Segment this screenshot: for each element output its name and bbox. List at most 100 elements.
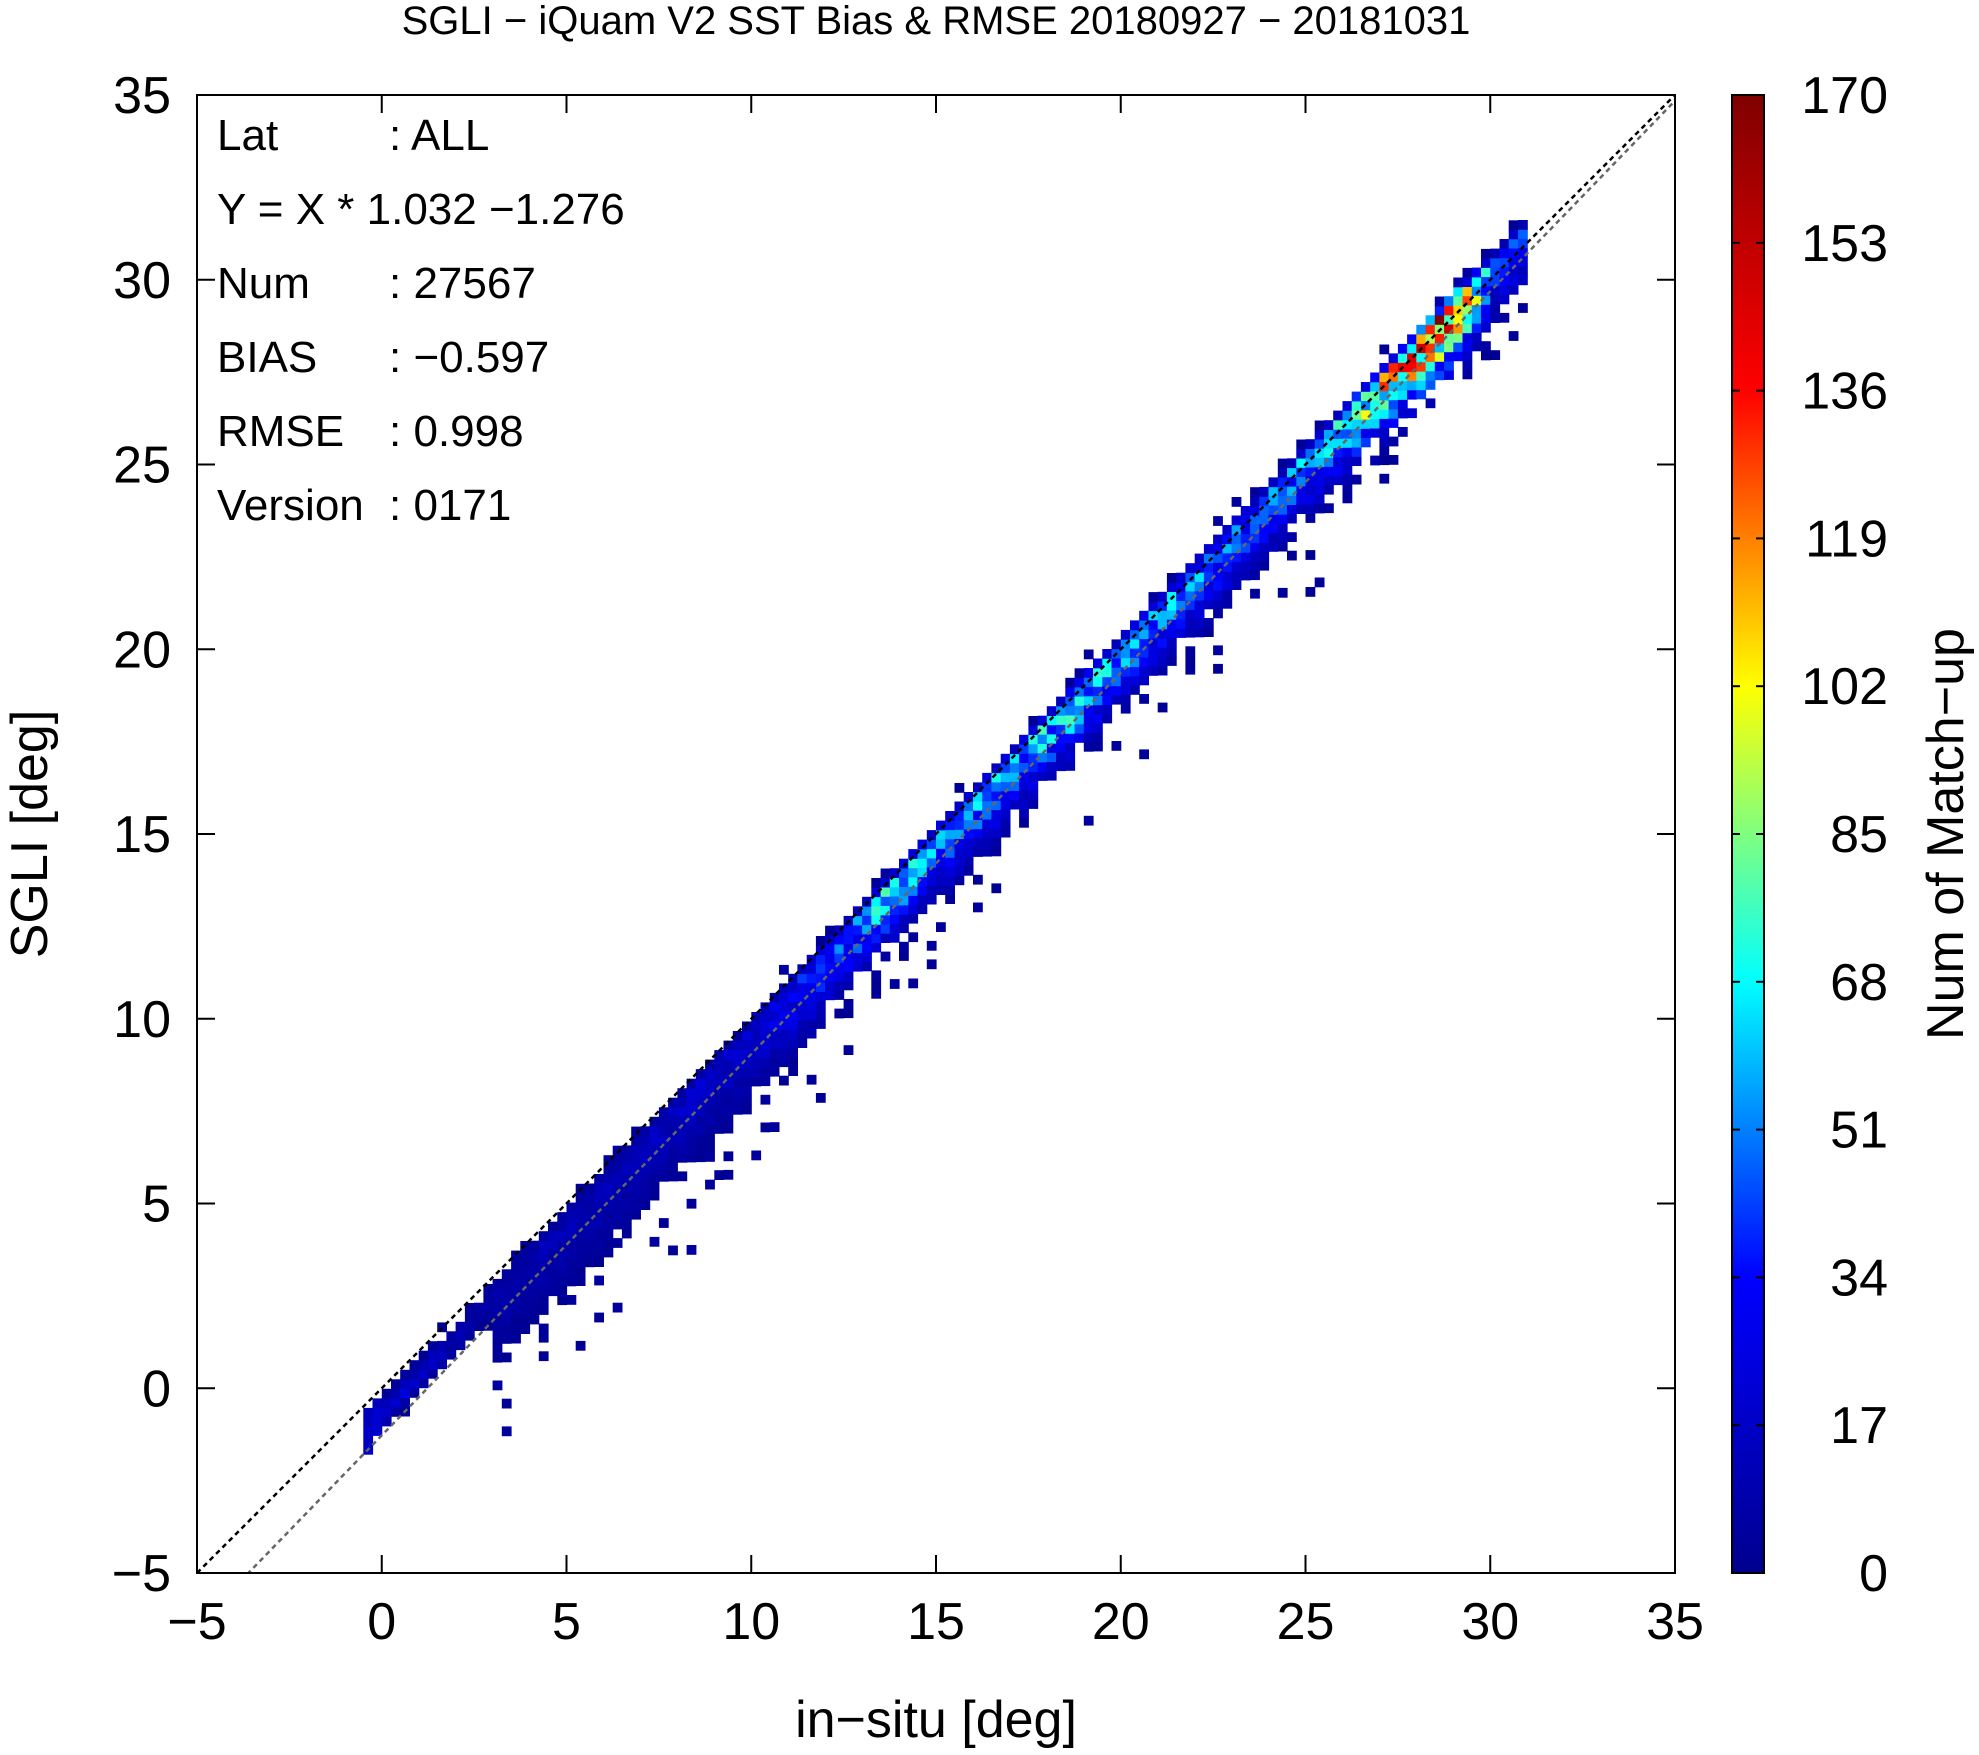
heatmap-cell bbox=[926, 857, 937, 868]
heatmap-cell bbox=[1185, 627, 1196, 638]
heatmap-cell bbox=[621, 1154, 632, 1165]
heatmap-cell bbox=[1277, 486, 1288, 497]
heatmap-cell bbox=[908, 978, 919, 989]
heatmap-cell bbox=[871, 915, 882, 925]
heatmap-cell bbox=[640, 1200, 651, 1210]
heatmap-cell bbox=[1379, 446, 1390, 456]
y-tick-label: 20 bbox=[113, 621, 171, 679]
heatmap-cell bbox=[723, 1068, 734, 1079]
heatmap-cell bbox=[779, 1020, 789, 1031]
heatmap-cell bbox=[492, 1380, 503, 1391]
heatmap-cell bbox=[1194, 609, 1205, 619]
heatmap-cell bbox=[695, 1143, 706, 1153]
heatmap-cell bbox=[418, 1359, 429, 1370]
heatmap-cell bbox=[1093, 677, 1103, 687]
heatmap-cell bbox=[1185, 655, 1196, 666]
heatmap-cell bbox=[843, 1008, 854, 1019]
heatmap-cell bbox=[843, 999, 854, 1009]
heatmap-cell bbox=[1203, 544, 1214, 554]
heatmap-cell bbox=[686, 1124, 697, 1135]
heatmap-cell bbox=[815, 945, 826, 955]
heatmap-cell bbox=[1342, 475, 1353, 485]
heatmap-cell bbox=[501, 1306, 512, 1317]
heatmap-cell bbox=[945, 838, 955, 849]
heatmap-cell bbox=[1213, 543, 1223, 554]
heatmap-cell bbox=[585, 1211, 595, 1222]
heatmap-cell bbox=[908, 895, 919, 906]
heatmap-cell bbox=[557, 1249, 568, 1259]
heatmap-cell bbox=[1250, 561, 1260, 571]
heatmap-cell bbox=[760, 1020, 771, 1031]
heatmap-cell bbox=[409, 1360, 420, 1370]
heatmap-cell bbox=[1009, 799, 1020, 810]
heatmap-cell bbox=[843, 952, 854, 963]
heatmap-cell bbox=[723, 1114, 734, 1125]
heatmap-cell bbox=[1342, 419, 1353, 430]
heatmap-cell bbox=[658, 1107, 669, 1118]
heatmap-cell bbox=[1397, 343, 1408, 354]
heatmap-cell bbox=[1360, 391, 1371, 402]
heatmap-cell bbox=[1508, 284, 1519, 295]
heatmap-cell bbox=[1259, 560, 1270, 571]
heatmap-cell bbox=[686, 1152, 697, 1163]
heatmap-cell bbox=[631, 1126, 641, 1137]
heatmap-cell bbox=[1102, 704, 1113, 715]
heatmap-cell bbox=[1176, 572, 1186, 583]
heatmap-cell bbox=[732, 1095, 743, 1106]
stat-value: : ALL bbox=[389, 111, 489, 160]
heatmap-cell bbox=[1508, 266, 1519, 277]
heatmap-cell bbox=[954, 820, 965, 830]
heatmap-cell bbox=[649, 1163, 660, 1173]
heatmap-cell bbox=[631, 1182, 641, 1192]
heatmap-cell bbox=[954, 783, 965, 793]
stat-label: Version bbox=[217, 481, 364, 530]
heatmap-cell bbox=[483, 1293, 494, 1303]
heatmap-cell bbox=[1019, 780, 1029, 791]
heatmap-cell bbox=[1203, 562, 1214, 573]
heatmap-cell bbox=[1296, 458, 1307, 468]
heatmap-cell bbox=[1360, 419, 1371, 429]
heatmap-cell bbox=[926, 876, 937, 887]
heatmap-cell bbox=[1268, 486, 1279, 497]
heatmap-cell bbox=[991, 846, 1002, 857]
heatmap-cell bbox=[1120, 657, 1131, 668]
heatmap-cell bbox=[612, 1145, 623, 1156]
heatmap-cell bbox=[511, 1287, 521, 1298]
heatmap-cell bbox=[834, 990, 845, 1000]
heatmap-cell bbox=[1056, 733, 1066, 744]
heatmap-cell bbox=[1139, 749, 1149, 760]
heatmap-cell bbox=[908, 886, 919, 896]
heatmap-cell bbox=[1370, 400, 1380, 410]
heatmap-cell bbox=[1019, 817, 1029, 828]
heatmap-cell bbox=[1370, 372, 1380, 383]
heatmap-cell bbox=[1083, 686, 1094, 697]
heatmap-cell bbox=[1185, 646, 1196, 657]
heatmap-cell bbox=[1314, 420, 1325, 431]
heatmap-cell bbox=[1453, 286, 1464, 297]
heatmap-cell bbox=[1009, 772, 1020, 782]
heatmap-cell bbox=[871, 933, 882, 944]
heatmap-cell bbox=[1065, 687, 1076, 697]
heatmap-cell bbox=[1407, 380, 1417, 391]
heatmap-cell bbox=[871, 988, 882, 999]
heatmap-cell bbox=[852, 915, 863, 926]
heatmap-cell bbox=[1397, 427, 1408, 437]
heatmap-cell bbox=[714, 1170, 725, 1180]
heatmap-cell bbox=[1148, 619, 1159, 630]
heatmap-cell bbox=[427, 1359, 438, 1370]
heatmap-cell bbox=[1481, 295, 1491, 305]
heatmap-cell bbox=[1314, 429, 1325, 440]
heatmap-cell bbox=[603, 1192, 614, 1202]
heatmap-cell bbox=[769, 1039, 780, 1049]
heatmap-cell bbox=[1222, 580, 1233, 591]
heatmap-cell bbox=[963, 847, 974, 858]
x-tick-label: 30 bbox=[1461, 1593, 1519, 1651]
heatmap-cell bbox=[1360, 400, 1371, 411]
heatmap-cell bbox=[926, 885, 937, 896]
heatmap-cell bbox=[705, 1078, 715, 1088]
heatmap-cell bbox=[1425, 370, 1436, 381]
heatmap-cell bbox=[1268, 532, 1279, 543]
heatmap-cell bbox=[1259, 551, 1270, 562]
heatmap-cell bbox=[1342, 447, 1353, 458]
heatmap-cell bbox=[520, 1278, 531, 1288]
